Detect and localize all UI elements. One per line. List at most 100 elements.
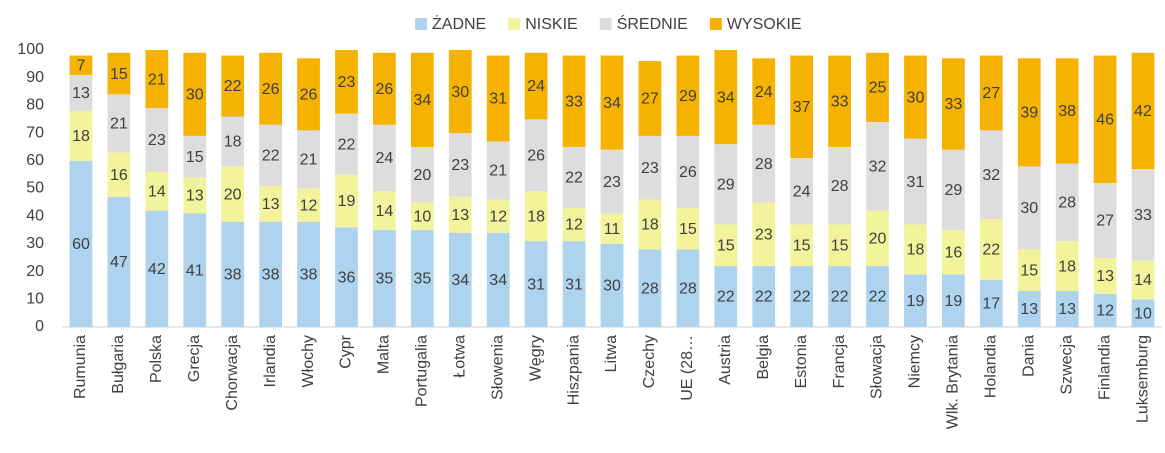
bar-segment [752, 266, 776, 327]
data-label: 23 [641, 160, 659, 177]
data-label: 27 [641, 91, 659, 108]
x-tick-label: Malta [376, 335, 393, 374]
bar-segment [221, 166, 245, 222]
data-label: 18 [527, 208, 545, 225]
bar-segment [448, 232, 472, 327]
data-label: 23 [451, 157, 469, 174]
data-label: 38 [224, 267, 242, 284]
bar-segment [600, 213, 624, 244]
bar-segment [714, 266, 738, 327]
y-tick-label: 0 [35, 318, 44, 335]
bar-segment [638, 61, 662, 136]
legend-label: ŻADNE [432, 14, 486, 33]
data-label: 24 [527, 78, 545, 95]
bar-segment [562, 146, 586, 208]
bar-segment [866, 210, 889, 267]
x-tick-label: Słowacja [869, 335, 886, 399]
bar-segment [676, 207, 700, 250]
bar-segment [335, 113, 358, 175]
bar-segment [1055, 58, 1079, 164]
data-label: 30 [907, 89, 925, 106]
y-tick-label: 90 [26, 69, 44, 86]
y-tick-label: 20 [26, 263, 44, 280]
data-label: 26 [527, 147, 545, 164]
data-label: 22 [717, 289, 735, 306]
data-label: 15 [831, 238, 849, 255]
bar-segment [1093, 182, 1117, 258]
bar-segment [259, 52, 282, 125]
bar-segment [1017, 249, 1041, 291]
bar-segment [866, 52, 889, 123]
bar-segment [828, 224, 851, 267]
bar-segment [69, 74, 93, 111]
bar-segment [486, 199, 510, 233]
bar-segment [676, 249, 700, 327]
data-label: 14 [376, 203, 394, 220]
data-label: 22 [793, 289, 811, 306]
data-label: 12 [489, 208, 507, 225]
bar-segment [1131, 52, 1155, 170]
data-label: 22 [755, 289, 773, 306]
data-label: 24 [376, 150, 394, 167]
bar-segment [1055, 163, 1079, 242]
x-tick-label: Luksemburg [1134, 335, 1151, 423]
data-label: 24 [755, 84, 773, 101]
bar-segment [145, 210, 169, 327]
x-tick-label: Hiszpania [565, 335, 582, 405]
bar-segment [676, 55, 700, 136]
data-label: 21 [489, 163, 507, 180]
x-tick-label: Estonia [793, 335, 810, 388]
data-label: 19 [338, 193, 356, 210]
data-label: 26 [679, 164, 697, 181]
y-tick-label: 40 [26, 207, 44, 224]
bar-segment [221, 55, 245, 117]
data-label: 22 [262, 147, 280, 164]
bar-segment [297, 58, 320, 131]
bar-segment [1093, 257, 1117, 294]
bar-segment [562, 207, 586, 242]
data-label: 22 [565, 170, 583, 187]
bar-segment [866, 266, 889, 327]
data-label: 17 [982, 296, 1000, 313]
data-label: 14 [1134, 272, 1152, 289]
bar-segment [600, 243, 624, 327]
x-tick-label: Łotwa [451, 335, 468, 378]
data-label: 42 [1134, 103, 1152, 120]
data-label: 33 [831, 93, 849, 110]
bar-segment [69, 55, 93, 75]
data-label: 32 [869, 159, 887, 176]
bar-segment [866, 122, 889, 211]
bar-segment [638, 199, 662, 250]
data-label: 47 [110, 254, 128, 271]
bar-segment [297, 221, 320, 327]
data-label: 7 [77, 57, 86, 74]
bar-segment [410, 146, 434, 203]
x-tick-label: Austria [717, 335, 734, 385]
bar-segment [828, 266, 851, 327]
bar-segment [448, 196, 472, 233]
bar-segment [904, 138, 927, 225]
data-label: 38 [262, 267, 280, 284]
x-tick-label: Dania [1020, 335, 1037, 377]
x-tick-label: Irlandia [262, 335, 279, 388]
bar-segment [297, 130, 320, 189]
y-tick-label: 50 [26, 180, 44, 197]
bar-segment [373, 191, 396, 231]
data-label: 13 [72, 85, 90, 102]
bar-segment [410, 202, 434, 231]
bar-segment [145, 171, 169, 211]
bar-segment [828, 146, 851, 225]
data-label: 26 [262, 81, 280, 98]
data-label: 12 [1096, 303, 1114, 320]
y-tick-label: 70 [26, 124, 44, 141]
data-label: 23 [603, 174, 621, 191]
data-label: 31 [565, 276, 583, 293]
bar-segment [448, 133, 472, 197]
legend-swatch [709, 18, 722, 30]
bar-segment [714, 50, 738, 145]
data-label: 34 [603, 95, 621, 112]
x-tick-label: Portugalia [414, 335, 431, 407]
bar-segment [107, 152, 131, 197]
data-label: 26 [376, 81, 394, 98]
data-label: 21 [148, 71, 166, 88]
